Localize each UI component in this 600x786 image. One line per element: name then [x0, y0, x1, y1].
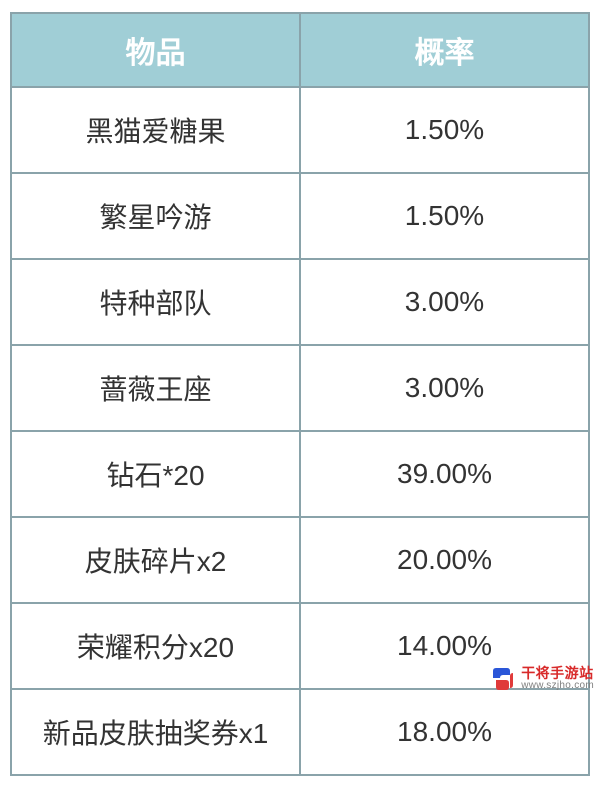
table-row: 荣耀积分x20 14.00% [11, 603, 589, 689]
cell-item: 新品皮肤抽奖券x1 [11, 689, 300, 775]
table-row: 特种部队 3.00% [11, 259, 589, 345]
rate-table-container: 物品 概率 黑猫爱糖果 1.50% 繁星吟游 1.50% 特种部队 3.00% … [0, 0, 600, 786]
table-row: 黑猫爱糖果 1.50% [11, 87, 589, 173]
table-header-row: 物品 概率 [11, 13, 589, 87]
cell-rate: 3.00% [300, 345, 589, 431]
table-row: 蔷薇王座 3.00% [11, 345, 589, 431]
column-header-item: 物品 [11, 13, 300, 87]
cell-rate: 20.00% [300, 517, 589, 603]
table-row: 新品皮肤抽奖券x1 18.00% [11, 689, 589, 775]
cell-item: 黑猫爱糖果 [11, 87, 300, 173]
cell-rate: 1.50% [300, 87, 589, 173]
cell-rate: 1.50% [300, 173, 589, 259]
cell-item: 钻石*20 [11, 431, 300, 517]
cell-item: 荣耀积分x20 [11, 603, 300, 689]
cell-rate: 14.00% [300, 603, 589, 689]
cell-item: 蔷薇王座 [11, 345, 300, 431]
rate-table: 物品 概率 黑猫爱糖果 1.50% 繁星吟游 1.50% 特种部队 3.00% … [10, 12, 590, 776]
cell-item: 特种部队 [11, 259, 300, 345]
cell-rate: 3.00% [300, 259, 589, 345]
cell-item: 繁星吟游 [11, 173, 300, 259]
table-body: 黑猫爱糖果 1.50% 繁星吟游 1.50% 特种部队 3.00% 蔷薇王座 3… [11, 87, 589, 775]
cell-item: 皮肤碎片x2 [11, 517, 300, 603]
cell-rate: 39.00% [300, 431, 589, 517]
table-row: 繁星吟游 1.50% [11, 173, 589, 259]
cell-rate: 18.00% [300, 689, 589, 775]
table-row: 钻石*20 39.00% [11, 431, 589, 517]
table-row: 皮肤碎片x2 20.00% [11, 517, 589, 603]
column-header-rate: 概率 [300, 13, 589, 87]
